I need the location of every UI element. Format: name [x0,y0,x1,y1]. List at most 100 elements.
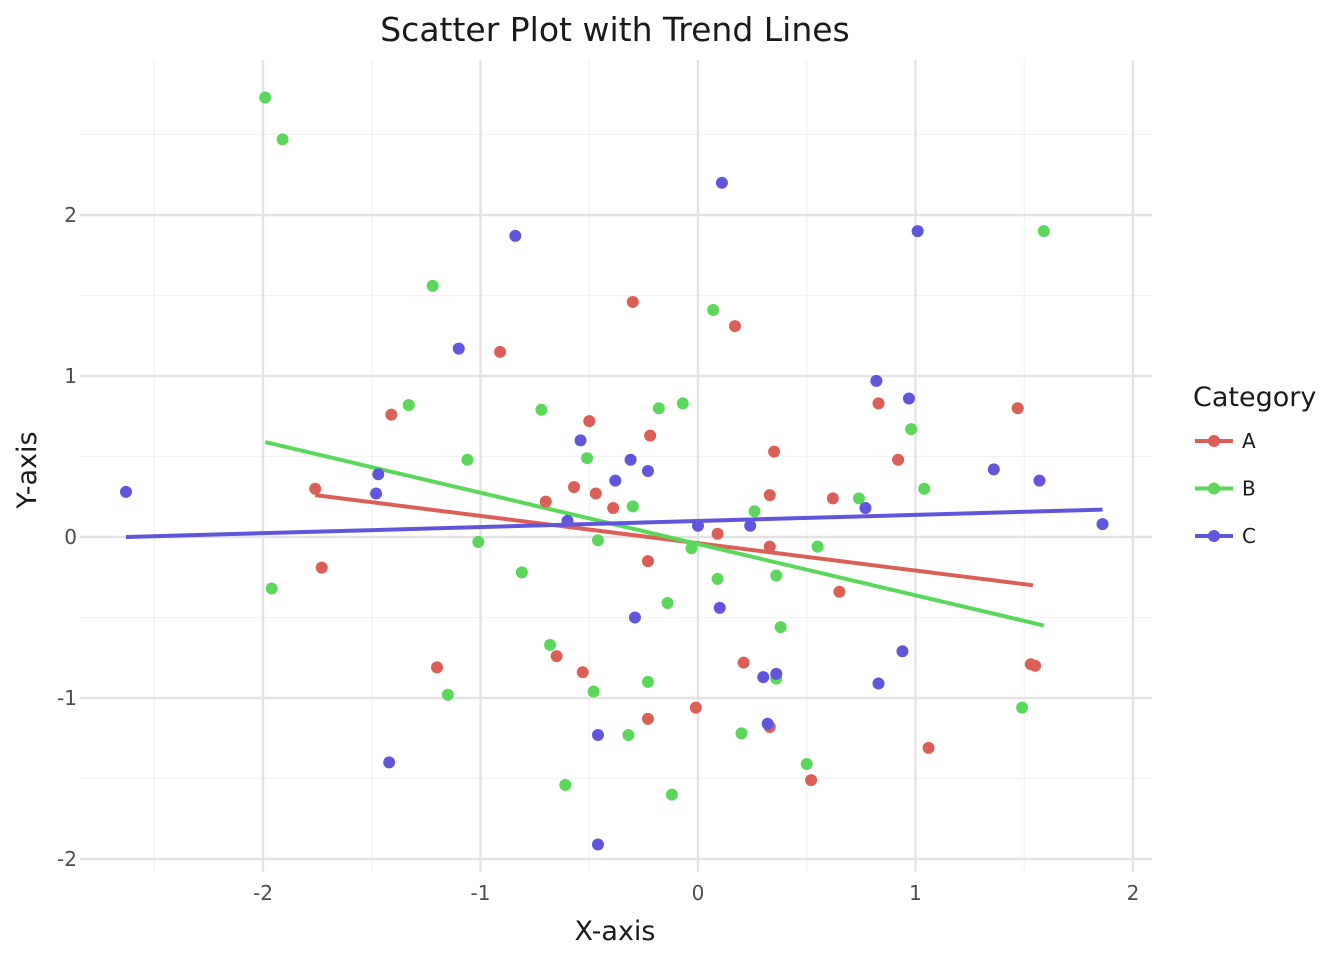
point-a [589,487,602,500]
point-a [550,650,563,663]
point-b [622,729,635,742]
trend-line-b [264,440,1045,628]
point-b [652,402,665,415]
y-tick-label: -1 [57,686,77,710]
point-c [509,229,522,242]
y-axis-title: Y-axis [12,431,43,509]
point-c [757,671,770,684]
point-b [402,398,415,411]
point-c [896,645,909,658]
point-a [626,295,639,308]
point-c [574,434,587,447]
point-c [383,756,396,769]
y-tick-label: 2 [64,203,77,227]
point-b [641,675,654,688]
x-tick-label: 2 [1127,881,1140,905]
point-a [763,489,776,502]
legend-marker-c [1208,530,1220,542]
point-c [713,601,726,614]
legend-label-b: B [1242,477,1256,501]
legend-item-c: C [1195,524,1256,548]
point-a [689,701,702,714]
point-c [911,225,924,238]
trend-line-c [125,507,1103,539]
point-b [587,685,600,698]
legend-marker-a [1208,435,1220,447]
point-c [987,463,1000,476]
point-b [800,758,813,771]
point-b [774,621,787,634]
legend-label-a: A [1242,429,1256,453]
point-a [872,397,885,410]
point-b [515,566,528,579]
point-b [426,279,439,292]
point-b [276,133,289,146]
point-b [626,500,639,513]
point-a [607,502,620,515]
point-b [535,403,548,416]
point-c [902,392,915,405]
point-b [735,727,748,740]
x-axis-title: X-axis [575,916,656,947]
point-a [315,561,328,574]
point-c [624,453,637,466]
point-b [559,778,572,791]
point-a [768,445,781,458]
point-c [591,729,604,742]
point-b [676,397,689,410]
point-b [707,303,720,316]
point-a [826,492,839,505]
y-tick-label: 0 [64,525,77,549]
x-tick-label: -2 [253,881,273,905]
point-b [770,569,783,582]
point-b [259,91,272,104]
point-c [591,838,604,851]
legend-marker-b [1208,482,1220,495]
point-a [1011,402,1024,415]
point-b [711,572,724,585]
y-tick-label: -2 [57,847,77,871]
point-b [1037,225,1050,238]
point-a [763,540,776,553]
point-c [372,468,385,481]
point-b [685,542,698,555]
x-tick-label: -1 [471,881,491,905]
point-a [583,415,596,428]
point-c [870,374,883,387]
point-b [811,540,824,553]
point-c [452,342,465,355]
point-c [641,464,654,477]
x-tick-label: 1 [909,881,922,905]
point-c [628,611,641,624]
point-a [431,661,443,674]
point-c [770,667,783,680]
data-points [119,91,1109,851]
legend: Category ABC [1193,382,1316,548]
tick-labels: -2 -1 0 1 2 -2 -1 0 1 2 [57,203,1139,905]
point-b [265,582,278,595]
point-b [665,788,678,801]
point-b [441,688,454,701]
point-a [309,482,322,495]
point-c [859,502,872,515]
point-b [918,482,931,495]
point-b [581,452,594,465]
point-c [1096,518,1109,531]
legend-item-a: A [1195,429,1256,453]
point-a [892,453,905,466]
point-a [805,774,818,787]
point-a [641,712,654,725]
point-b [661,597,674,610]
point-c [561,514,574,527]
point-a [833,585,846,598]
point-a [922,741,935,754]
point-b [852,492,865,505]
point-c [119,485,132,498]
point-b [461,453,474,466]
y-tick-label: 1 [64,364,77,388]
grid [80,60,1152,872]
trend-lines [125,440,1103,628]
point-a [1029,659,1042,672]
point-c [1033,474,1046,487]
point-c [692,519,704,532]
